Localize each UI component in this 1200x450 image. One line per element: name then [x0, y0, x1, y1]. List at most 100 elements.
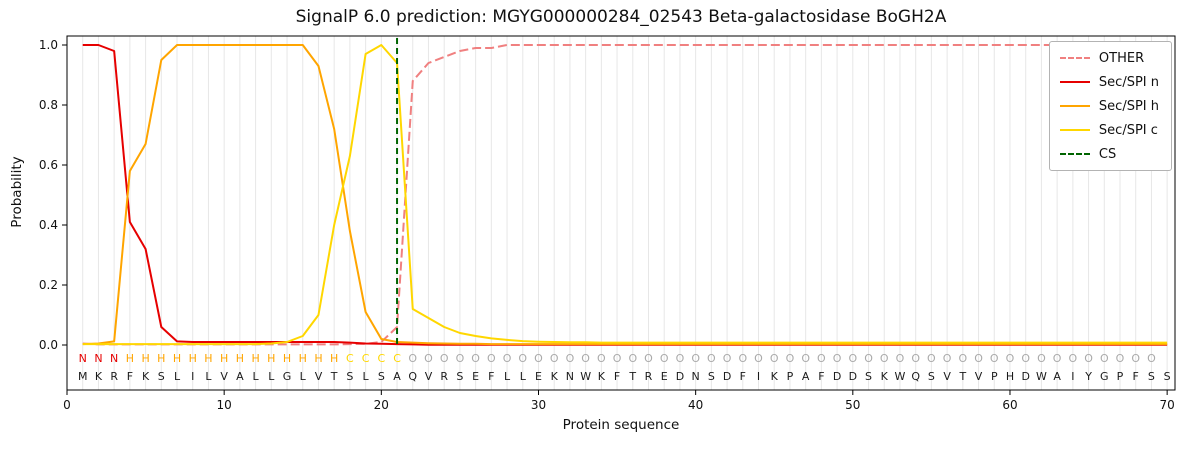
y-tick-label: 0.8 [39, 98, 58, 112]
legend-label-other: OTHER [1098, 50, 1145, 66]
region-letter: H [189, 352, 197, 365]
region-letter: H [267, 352, 275, 365]
region-letter: O [440, 352, 449, 365]
region-letter: O [1147, 352, 1156, 365]
region-letter: O [738, 352, 747, 365]
x-tick-label: 10 [217, 398, 232, 412]
residue-letter: L [300, 370, 307, 383]
residue-letter: K [551, 370, 559, 383]
residue-letter: V [943, 370, 951, 383]
legend-swatch-cs [1059, 153, 1090, 155]
residue-letter: V [975, 370, 983, 383]
legend-swatch-sec-spi-n [1059, 81, 1090, 83]
region-letter: H [283, 352, 291, 365]
region-letter: H [236, 352, 244, 365]
residue-letter: L [205, 370, 212, 383]
residue-letter: K [95, 370, 103, 383]
legend-item-sec-spi-c: Sec/SPI c [1059, 122, 1159, 138]
residue-letter: S [1148, 370, 1155, 383]
residue-letter: F [127, 370, 133, 383]
legend-item-other: OTHER [1059, 50, 1159, 66]
residue-letter: I [191, 370, 194, 383]
residue-letter: T [958, 370, 966, 383]
residue-letter: F [740, 370, 746, 383]
region-letter: O [974, 352, 983, 365]
legend: OTHER Sec/SPI n Sec/SPI h Sec/SPI c CS [1048, 41, 1172, 171]
region-letter: O [817, 352, 826, 365]
residue-letter: F [488, 370, 494, 383]
region-letter: O [801, 352, 810, 365]
y-tick-label: 0.0 [39, 338, 58, 352]
region-letter: O [1053, 352, 1062, 365]
series-line-sec-spi-c [82, 44, 1168, 346]
region-letter: C [346, 352, 354, 365]
residue-letter: L [363, 370, 370, 383]
region-letter: H [314, 352, 322, 365]
region-letter: H [204, 352, 212, 365]
y-axis-title: Probability [9, 156, 25, 228]
residue-letter: D [1021, 370, 1029, 383]
region-letter: O [1084, 352, 1093, 365]
series-line-sec-spi-n [82, 44, 1168, 346]
region-letter: O [770, 352, 779, 365]
residue-letter: G [1100, 370, 1109, 383]
region-letter: H [173, 352, 181, 365]
residue-letter: W [580, 370, 591, 383]
residue-letter: K [771, 370, 779, 383]
residue-letter: N [566, 370, 574, 383]
region-letter: O [896, 352, 905, 365]
residue-letter: F [1133, 370, 1139, 383]
residue-letter: W [1036, 370, 1047, 383]
residue-letter: Q [911, 370, 920, 383]
region-letter: O [581, 352, 590, 365]
region-letter: H [157, 352, 165, 365]
region-letter: N [79, 352, 87, 365]
residue-letter: L [520, 370, 527, 383]
region-letter: O [424, 352, 433, 365]
region-letter: O [1116, 352, 1125, 365]
series-line-other [82, 44, 1168, 346]
region-letter: O [864, 352, 873, 365]
region-letter: O [566, 352, 575, 365]
residue-letter: D [676, 370, 684, 383]
residue-letter: T [628, 370, 636, 383]
residue-letter: D [849, 370, 857, 383]
x-tick-label: 50 [845, 398, 860, 412]
residue-letter: W [895, 370, 906, 383]
residue-letter: I [757, 370, 760, 383]
residue-letter: F [818, 370, 824, 383]
region-letter: O [754, 352, 763, 365]
x-tick-label: 30 [531, 398, 546, 412]
residue-letter: A [236, 370, 244, 383]
residue-letter: N [692, 370, 700, 383]
residue-letter: L [268, 370, 275, 383]
region-letter: O [943, 352, 952, 365]
region-letter: O [880, 352, 889, 365]
region-letter: O [691, 352, 700, 365]
region-letter: O [1037, 352, 1046, 365]
residue-letter: A [393, 370, 401, 383]
region-letter: O [503, 352, 512, 365]
region-letter: O [613, 352, 622, 365]
legend-label-sec-spi-h: Sec/SPI h [1098, 98, 1159, 114]
region-letter: C [377, 352, 385, 365]
x-axis-title: Protein sequence [562, 417, 680, 433]
region-letter: O [1006, 352, 1015, 365]
residue-letter: R [645, 370, 653, 383]
residue-letter: R [440, 370, 448, 383]
region-letter: O [408, 352, 417, 365]
residue-letter: E [535, 370, 542, 383]
region-letter: O [628, 352, 637, 365]
residue-letter: A [1053, 370, 1061, 383]
region-letter: O [927, 352, 936, 365]
region-letter: C [393, 352, 401, 365]
residue-letter: L [253, 370, 260, 383]
legend-label-sec-spi-n: Sec/SPI n [1098, 74, 1159, 90]
region-letter: O [518, 352, 527, 365]
region-letter: O [911, 352, 920, 365]
residue-letter: K [142, 370, 150, 383]
y-tick-label: 1.0 [39, 38, 58, 52]
chart-title: SignalP 6.0 prediction: MGYG000000284_02… [295, 7, 947, 27]
region-letter: O [786, 352, 795, 365]
residue-letter: E [472, 370, 479, 383]
